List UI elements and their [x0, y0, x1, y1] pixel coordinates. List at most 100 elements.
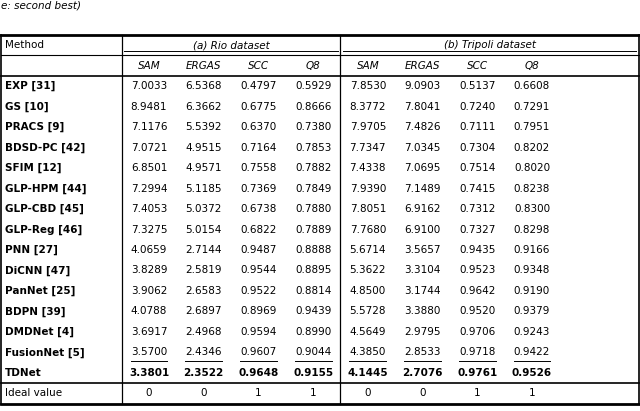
Text: 3.8289: 3.8289 [131, 266, 167, 275]
Text: 0.7889: 0.7889 [295, 224, 332, 235]
Text: BDSD-PC [42]: BDSD-PC [42] [5, 143, 85, 153]
Text: 0.9348: 0.9348 [514, 266, 550, 275]
Text: GLP-HPM [44]: GLP-HPM [44] [5, 183, 86, 194]
Text: 5.0154: 5.0154 [186, 224, 222, 235]
Text: 0.8895: 0.8895 [295, 266, 332, 275]
Text: 7.8051: 7.8051 [349, 204, 386, 214]
Text: 0.9718: 0.9718 [459, 347, 495, 358]
Text: 0.8202: 0.8202 [514, 143, 550, 152]
Text: 0.7849: 0.7849 [295, 184, 332, 194]
Text: 0.9379: 0.9379 [514, 307, 550, 316]
Text: 0.6370: 0.6370 [240, 122, 276, 132]
Text: 0.9594: 0.9594 [240, 327, 276, 337]
Text: 5.0372: 5.0372 [186, 204, 222, 214]
Text: 7.7680: 7.7680 [349, 224, 386, 235]
Text: 0.7880: 0.7880 [295, 204, 332, 214]
Text: 0.7312: 0.7312 [459, 204, 495, 214]
Text: 0.9706: 0.9706 [459, 327, 495, 337]
Text: ERGAS: ERGAS [405, 61, 440, 71]
Text: 0.7369: 0.7369 [240, 184, 276, 194]
Text: 5.5392: 5.5392 [186, 122, 222, 132]
Text: 0.9243: 0.9243 [514, 327, 550, 337]
Text: 3.5657: 3.5657 [404, 245, 441, 255]
Text: 0.8300: 0.8300 [514, 204, 550, 214]
Text: 6.9100: 6.9100 [404, 224, 441, 235]
Text: 0.7164: 0.7164 [240, 143, 276, 152]
Text: 7.9390: 7.9390 [349, 184, 386, 194]
Text: 7.2994: 7.2994 [131, 184, 167, 194]
Text: 7.0033: 7.0033 [131, 81, 167, 91]
Text: 1: 1 [255, 388, 262, 398]
Text: 0.6738: 0.6738 [240, 204, 276, 214]
Text: 0.7380: 0.7380 [295, 122, 332, 132]
Text: 0.6608: 0.6608 [514, 81, 550, 91]
Text: 0.9642: 0.9642 [459, 286, 495, 296]
Text: 0.7111: 0.7111 [459, 122, 495, 132]
Text: 0.7882: 0.7882 [295, 163, 332, 173]
Text: Method: Method [5, 40, 44, 50]
Text: 2.4968: 2.4968 [186, 327, 222, 337]
Text: GLP-Reg [46]: GLP-Reg [46] [5, 224, 83, 235]
Text: BDPN [39]: BDPN [39] [5, 306, 66, 316]
Text: DiCNN [47]: DiCNN [47] [5, 266, 70, 276]
Text: 2.6897: 2.6897 [186, 307, 222, 316]
Text: 2.9795: 2.9795 [404, 327, 441, 337]
Text: 4.5649: 4.5649 [349, 327, 386, 337]
Text: 0.8020: 0.8020 [514, 163, 550, 173]
Text: 7.0345: 7.0345 [404, 143, 441, 152]
Text: 1: 1 [529, 388, 535, 398]
Text: 0.9544: 0.9544 [240, 266, 276, 275]
Text: 7.1176: 7.1176 [131, 122, 167, 132]
Text: 0.6775: 0.6775 [240, 102, 276, 112]
Text: 6.9162: 6.9162 [404, 204, 441, 214]
Text: 7.0695: 7.0695 [404, 163, 441, 173]
Text: 3.3880: 3.3880 [404, 307, 441, 316]
Text: 0.9166: 0.9166 [514, 245, 550, 255]
Text: 0.9526: 0.9526 [512, 368, 552, 378]
Text: 2.6583: 2.6583 [186, 286, 222, 296]
Text: ERGAS: ERGAS [186, 61, 221, 71]
Text: PanNet [25]: PanNet [25] [5, 286, 76, 296]
Text: 0.9522: 0.9522 [240, 286, 276, 296]
Text: 9.0903: 9.0903 [404, 81, 441, 91]
Text: TDNet: TDNet [5, 368, 42, 378]
Text: 7.4826: 7.4826 [404, 122, 441, 132]
Text: DMDNet [4]: DMDNet [4] [5, 327, 74, 337]
Text: 1: 1 [310, 388, 316, 398]
Text: 3.6917: 3.6917 [131, 327, 167, 337]
Text: PRACS [9]: PRACS [9] [5, 122, 65, 132]
Text: 5.5728: 5.5728 [349, 307, 386, 316]
Text: 2.7144: 2.7144 [186, 245, 222, 255]
Text: Ideal value: Ideal value [5, 388, 62, 398]
Text: SAM: SAM [356, 61, 380, 71]
Text: 0.9155: 0.9155 [293, 368, 333, 378]
Text: 0.8888: 0.8888 [295, 245, 332, 255]
Text: 6.8501: 6.8501 [131, 163, 167, 173]
Text: 7.1489: 7.1489 [404, 184, 441, 194]
Text: 0.7514: 0.7514 [459, 163, 495, 173]
Text: GS [10]: GS [10] [5, 102, 49, 112]
Text: 0.9607: 0.9607 [240, 347, 276, 358]
Text: 8.9481: 8.9481 [131, 102, 167, 112]
Text: 0.9648: 0.9648 [238, 368, 278, 378]
Text: 2.3522: 2.3522 [184, 368, 224, 378]
Text: 4.9571: 4.9571 [186, 163, 222, 173]
Text: 0.8814: 0.8814 [295, 286, 332, 296]
Text: 2.5819: 2.5819 [186, 266, 222, 275]
Text: (a) Rio dataset: (a) Rio dataset [193, 40, 269, 50]
Text: 6.5368: 6.5368 [186, 81, 222, 91]
Text: 7.7347: 7.7347 [349, 143, 386, 152]
Text: 4.3850: 4.3850 [349, 347, 386, 358]
Text: EXP [31]: EXP [31] [5, 81, 56, 91]
Text: 0.7304: 0.7304 [459, 143, 495, 152]
Text: 0: 0 [200, 388, 207, 398]
Text: e: second best): e: second best) [1, 0, 81, 10]
Text: SFIM [12]: SFIM [12] [5, 163, 61, 173]
Text: 0.8238: 0.8238 [514, 184, 550, 194]
Text: 0: 0 [146, 388, 152, 398]
Text: (b) Tripoli dataset: (b) Tripoli dataset [444, 40, 536, 50]
Text: 0.8666: 0.8666 [295, 102, 332, 112]
Text: 3.9062: 3.9062 [131, 286, 167, 296]
Text: 0: 0 [365, 388, 371, 398]
Text: 0.6822: 0.6822 [240, 224, 276, 235]
